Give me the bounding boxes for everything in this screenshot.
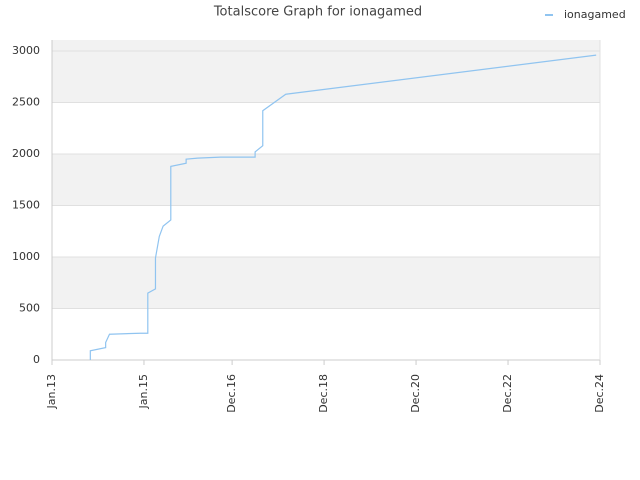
y-tick-label: 2500 — [12, 96, 40, 109]
y-tick-label: 1500 — [12, 199, 40, 212]
y-tick-label: 1000 — [12, 250, 40, 263]
x-tick-label: Jan.13 — [45, 374, 58, 409]
grid-band — [52, 154, 600, 206]
x-tick-label: Jan.15 — [137, 374, 150, 409]
legend-label: ionagamed — [564, 8, 626, 21]
y-tick-label: 500 — [19, 302, 40, 315]
grid-band — [52, 51, 600, 103]
chart-title: Totalscore Graph for ionagamed — [213, 5, 422, 20]
x-tick-label: Dec.22 — [501, 374, 514, 413]
y-tick-label: 2000 — [12, 147, 40, 160]
plot-top — [52, 40, 600, 51]
x-tick-label: Dec.18 — [317, 374, 330, 413]
grid-band — [52, 257, 600, 309]
y-tick-label: 3000 — [12, 44, 40, 57]
line — [89, 54, 597, 360]
x-tick-label: Dec.24 — [593, 374, 606, 413]
x-tick-label: Dec.20 — [409, 374, 422, 413]
y-tick-label: 0 — [33, 353, 40, 366]
x-tick-label: Dec.16 — [225, 374, 238, 413]
